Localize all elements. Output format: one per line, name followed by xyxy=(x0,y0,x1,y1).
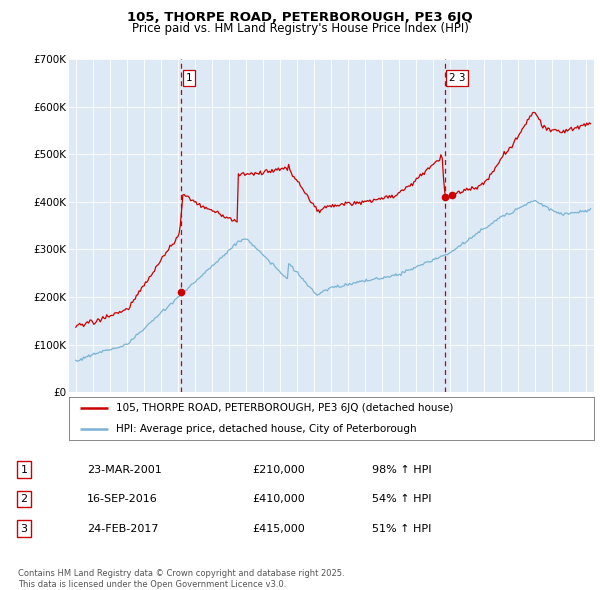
Text: 54% ↑ HPI: 54% ↑ HPI xyxy=(372,494,431,504)
Text: 1: 1 xyxy=(20,465,28,474)
Text: 105, THORPE ROAD, PETERBOROUGH, PE3 6JQ: 105, THORPE ROAD, PETERBOROUGH, PE3 6JQ xyxy=(127,11,473,24)
Text: £210,000: £210,000 xyxy=(252,465,305,474)
Text: 24-FEB-2017: 24-FEB-2017 xyxy=(87,524,158,533)
Text: Contains HM Land Registry data © Crown copyright and database right 2025.
This d: Contains HM Land Registry data © Crown c… xyxy=(18,569,344,589)
Text: £415,000: £415,000 xyxy=(252,524,305,533)
Text: £410,000: £410,000 xyxy=(252,494,305,504)
Text: 51% ↑ HPI: 51% ↑ HPI xyxy=(372,524,431,533)
Text: Price paid vs. HM Land Registry's House Price Index (HPI): Price paid vs. HM Land Registry's House … xyxy=(131,22,469,35)
Text: 2 3: 2 3 xyxy=(449,73,466,83)
Text: 2: 2 xyxy=(20,494,28,504)
Text: 98% ↑ HPI: 98% ↑ HPI xyxy=(372,465,431,474)
Text: 3: 3 xyxy=(20,524,28,533)
Text: HPI: Average price, detached house, City of Peterborough: HPI: Average price, detached house, City… xyxy=(116,424,417,434)
Text: 105, THORPE ROAD, PETERBOROUGH, PE3 6JQ (detached house): 105, THORPE ROAD, PETERBOROUGH, PE3 6JQ … xyxy=(116,403,454,412)
Text: 16-SEP-2016: 16-SEP-2016 xyxy=(87,494,158,504)
Text: 1: 1 xyxy=(186,73,193,83)
Text: 23-MAR-2001: 23-MAR-2001 xyxy=(87,465,162,474)
